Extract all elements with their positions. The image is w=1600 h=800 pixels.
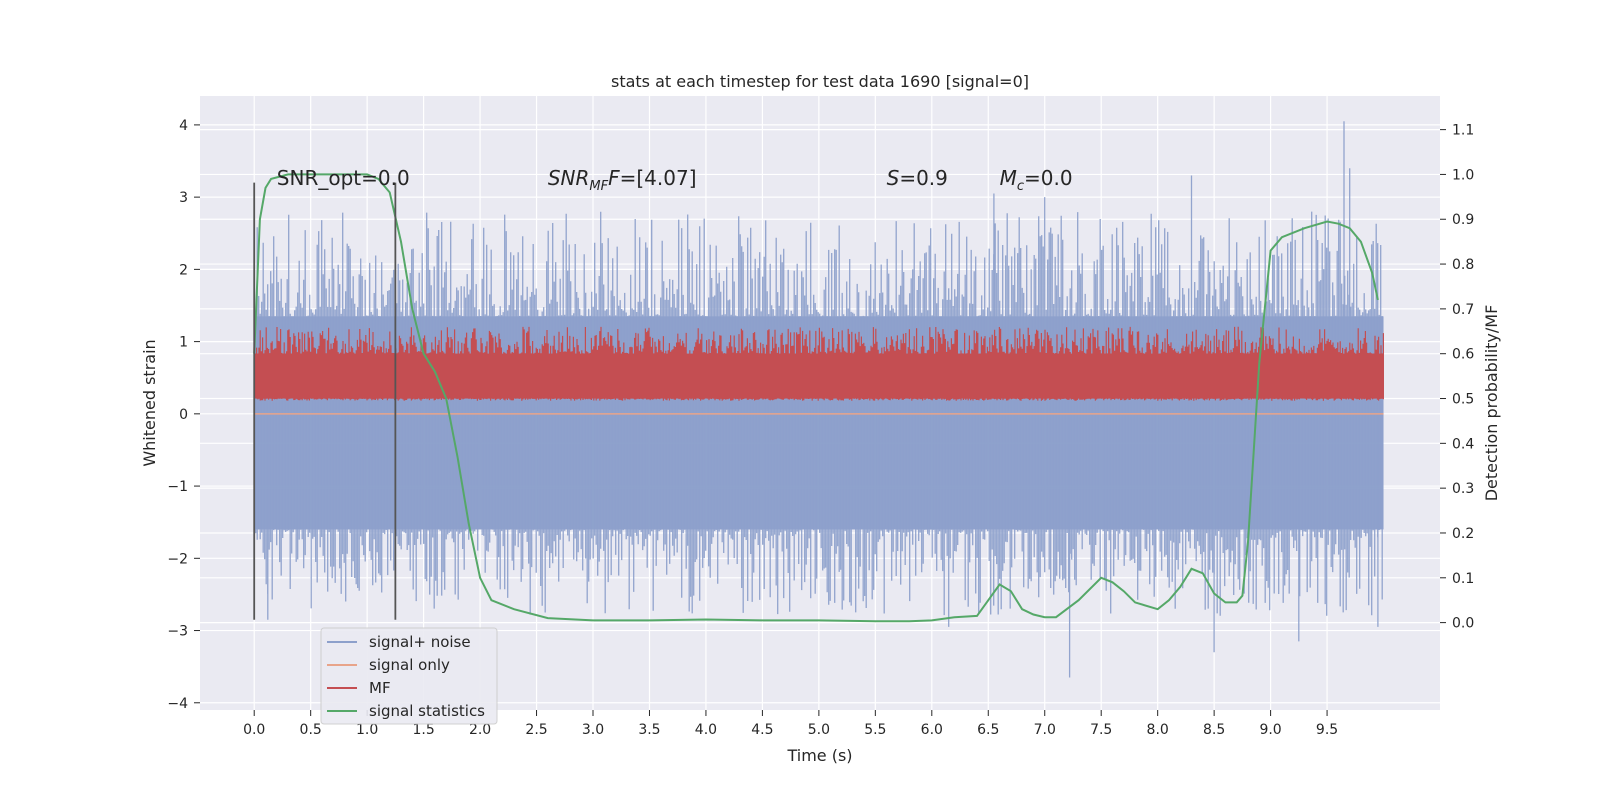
left-axis-ticks: −4 −3 −2 −1 0 1 2 3 4 [167,118,200,712]
left-tick-label: −1 [167,479,188,495]
right-tick-label: 0.2 [1452,526,1474,542]
x-tick-label: 8.5 [1203,722,1225,738]
x-tick-label: 0.5 [300,722,322,738]
x-tick-label: 2.5 [525,722,547,738]
x-tick-label: 4.0 [695,722,717,738]
right-tick-label: 1.1 [1452,123,1474,139]
x-axis-label: Time (s) [786,746,852,765]
right-tick-label: 0.4 [1452,436,1474,452]
annotation: Mc=0.0 [1000,166,1073,194]
x-tick-label: 6.0 [921,722,943,738]
x-tick-label: 7.5 [1090,722,1112,738]
right-tick-label: 0.6 [1452,347,1474,363]
right-tick-label: 0.9 [1452,212,1474,228]
x-axis-ticks: 0.0 0.5 1.0 1.5 2.0 2.5 3.0 3.5 4.0 4.5 5.0 5.5 6.0 6… [243,710,1338,738]
right-tick-label: 0.7 [1452,302,1474,318]
legend-label: signal statistics [369,702,485,720]
left-tick-label: −4 [167,696,188,712]
right-tick-label: 0.1 [1452,571,1474,587]
annotation: SNRMFF=[4.07] [548,166,697,194]
left-tick-label: −3 [167,624,188,640]
right-tick-label: 1.0 [1452,167,1474,183]
x-tick-label: 6.5 [977,722,999,738]
x-tick-label: 4.5 [751,722,773,738]
annotations: SNR_opt=0.0 SNRMFF=[4.07] S=0.9 Mc=0.0 [277,166,1073,194]
x-tick-label: 3.0 [582,722,604,738]
left-tick-label: 3 [179,190,188,206]
right-tick-label: 0.8 [1452,257,1474,273]
x-tick-label: 9.5 [1316,722,1338,738]
x-tick-label: 1.5 [412,722,434,738]
legend: signal+ noise signal only MF signal statist… [320,627,498,725]
left-tick-label: 2 [179,262,188,278]
x-tick-label: 7.0 [1034,722,1056,738]
legend-box [320,627,498,725]
right-tick-label: 0.0 [1452,616,1474,632]
vertical-markers [253,182,397,620]
left-tick-label: 0 [179,407,188,423]
right-axis-label: Detection probability/MF [1482,305,1501,502]
left-tick-label: −2 [167,551,188,567]
x-tick-label: 0.0 [243,722,265,738]
x-tick-label: 3.5 [638,722,660,738]
left-tick-label: 4 [179,118,188,134]
legend-label: signal only [369,656,450,674]
x-tick-label: 5.5 [864,722,886,738]
signal-statistics-line [253,173,1379,623]
chart-title: stats at each timestep for test data 169… [611,72,1029,91]
x-tick-label: 1.0 [356,722,378,738]
x-tick-label: 5.0 [808,722,830,738]
annotation: SNR_opt=0.0 [277,166,410,190]
annotation: S=0.9 [887,166,948,190]
right-axis-ticks: 0.0 0.1 0.2 0.3 0.4 0.5 0.6 0.7 0.8 0.9 1.0 1.1 [1440,123,1474,632]
x-tick-label: 8.0 [1147,722,1169,738]
right-tick-label: 0.3 [1452,481,1474,497]
legend-label: signal+ noise [369,633,471,651]
left-tick-label: 1 [179,335,188,351]
right-tick-label: 0.5 [1452,392,1474,408]
series-signal-statistics [253,173,1379,623]
left-axis-label: Whitened strain [140,339,159,466]
x-tick-label: 9.0 [1259,722,1281,738]
legend-label: MF [369,679,391,697]
x-tick-label: 2.0 [469,722,491,738]
